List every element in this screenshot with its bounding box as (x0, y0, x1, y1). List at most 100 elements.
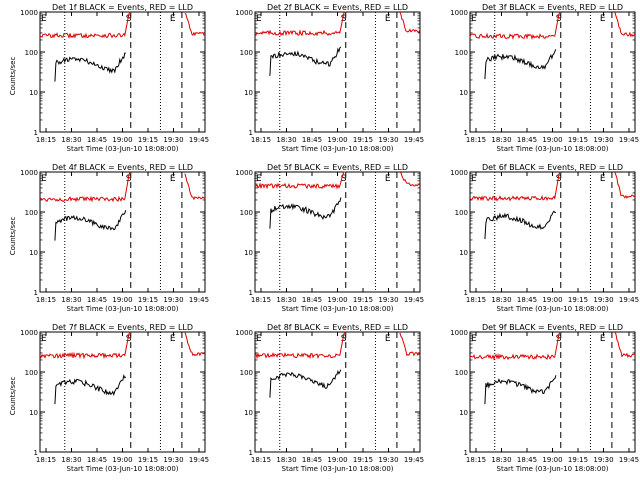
x-tick-label: 19:30 (378, 456, 398, 464)
y-tick-label: 10 (29, 409, 38, 417)
x-axis-label: Start Time (03-Jun-10 18:08:00) (282, 305, 394, 313)
chart-title: Det 1f BLACK = Events, RED = LLD (52, 3, 193, 12)
segment-marker-label: E (256, 174, 262, 184)
y-tick-label: 100 (25, 49, 38, 57)
segment-marker-label: E (471, 174, 477, 184)
segment-marker-label: E (471, 14, 477, 24)
lld-series-line-late (399, 12, 421, 34)
y-tick-label: 1000 (450, 169, 468, 177)
y-tick-label: 1000 (235, 329, 253, 337)
lld-series-line-late (399, 172, 421, 187)
x-tick-label: 19:15 (353, 296, 373, 304)
x-tick-label: 18:15 (36, 136, 56, 144)
lld-series-line-late (184, 12, 205, 37)
x-tick-label: 18:45 (87, 136, 107, 144)
segment-marker-label: S (126, 174, 132, 184)
x-axis-label: Start Time (03-Jun-10 18:08:00) (67, 145, 179, 153)
events-series-line (484, 49, 557, 80)
x-tick-label: 18:30 (491, 136, 511, 144)
x-tick-label: 19:30 (163, 296, 183, 304)
y-tick-label: 1 (249, 449, 253, 457)
segment-marker-label: E (385, 174, 391, 184)
x-axis-label: Start Time (03-Jun-10 18:08:00) (67, 305, 179, 313)
x-tick-label: 18:15 (466, 136, 486, 144)
x-tick-label: 18:45 (87, 296, 107, 304)
x-axis-label: Start Time (03-Jun-10 18:08:00) (497, 465, 609, 473)
x-tick-label: 18:15 (466, 456, 486, 464)
chart-panel-4: Det 4f BLACK = Events, RED = LLD 1 10 100 10… (9, 163, 209, 313)
segment-marker-label: S (126, 14, 132, 24)
lld-series-line (469, 11, 561, 40)
chart-panel-3: Det 3f BLACK = Events, RED = LLD 1 10 100 10… (450, 3, 639, 153)
segment-marker-label: E (471, 334, 477, 344)
x-tick-label: 19:00 (327, 136, 347, 144)
lld-series-line (469, 171, 561, 202)
y-tick-label: 1000 (20, 9, 38, 17)
y-tick-label: 10 (244, 249, 253, 257)
x-tick-label: 19:30 (163, 456, 183, 464)
y-axis-label: Counts/sec (9, 57, 17, 96)
x-tick-label: 19:45 (189, 296, 209, 304)
segment-marker-label: E (385, 14, 391, 24)
x-axis-label: Start Time (03-Jun-10 18:08:00) (282, 465, 394, 473)
y-tick-label: 100 (455, 209, 468, 217)
segment-marker-label: E (600, 334, 606, 344)
lld-series-line (254, 331, 346, 360)
lld-series-line (254, 11, 346, 37)
segment-marker-label: S (556, 334, 562, 344)
y-tick-label: 1000 (235, 9, 253, 17)
y-tick-label: 10 (29, 89, 38, 97)
x-tick-label: 18:45 (302, 296, 322, 304)
x-tick-label: 19:00 (542, 296, 562, 304)
y-tick-label: 1 (464, 449, 468, 457)
x-tick-label: 19:30 (593, 456, 613, 464)
chart-panel-1: Det 1f BLACK = Events, RED = LLD 1 10 100 10… (9, 3, 209, 153)
y-tick-label: 10 (459, 409, 468, 417)
x-tick-label: 19:15 (353, 136, 373, 144)
y-tick-label: 10 (244, 89, 253, 97)
x-tick-label: 18:30 (276, 456, 296, 464)
x-tick-label: 18:45 (517, 136, 537, 144)
x-tick-label: 19:15 (568, 296, 588, 304)
segment-marker-label: E (41, 174, 47, 184)
x-tick-label: 18:15 (251, 296, 271, 304)
y-tick-label: 1000 (20, 169, 38, 177)
y-tick-label: 10 (29, 249, 38, 257)
events-series-line (54, 52, 126, 82)
x-tick-label: 19:45 (404, 296, 424, 304)
x-axis-label: Start Time (03-Jun-10 18:08:00) (497, 145, 609, 153)
y-tick-label: 1000 (20, 329, 38, 337)
lld-series-line (39, 11, 131, 40)
y-tick-label: 100 (25, 209, 38, 217)
segment-marker-label: E (385, 334, 391, 344)
x-tick-label: 19:15 (138, 136, 158, 144)
x-tick-label: 19:30 (593, 136, 613, 144)
x-tick-label: 18:45 (302, 136, 322, 144)
x-axis-label: Start Time (03-Jun-10 18:08:00) (282, 145, 394, 153)
x-tick-label: 19:00 (327, 296, 347, 304)
x-tick-label: 19:00 (542, 456, 562, 464)
segment-marker-label: S (126, 334, 132, 344)
chart-panel-2: Det 2f BLACK = Events, RED = LLD 1 10 100 10… (235, 3, 424, 153)
x-tick-label: 18:15 (36, 456, 56, 464)
x-tick-label: 19:30 (593, 296, 613, 304)
x-tick-label: 18:30 (491, 456, 511, 464)
x-tick-label: 18:30 (61, 456, 81, 464)
chart-panel-8: Det 8f BLACK = Events, RED = LLD 1 10 100 10… (235, 323, 424, 473)
segment-marker-label: E (600, 174, 606, 184)
chart-title: Det 5f BLACK = Events, RED = LLD (267, 163, 408, 172)
lld-series-line-late (614, 171, 636, 199)
events-series-line (54, 374, 127, 405)
x-tick-label: 19:45 (619, 136, 639, 144)
x-tick-label: 19:45 (619, 456, 639, 464)
events-series-line (269, 369, 342, 398)
y-tick-label: 1000 (235, 169, 253, 177)
events-series-line (54, 210, 127, 241)
x-tick-label: 18:30 (276, 296, 296, 304)
chart-title: Det 4f BLACK = Events, RED = LLD (52, 163, 193, 172)
lld-series-line-late (614, 331, 635, 358)
x-tick-label: 18:45 (87, 456, 107, 464)
chart-title: Det 3f BLACK = Events, RED = LLD (482, 3, 623, 12)
chart-title: Det 7f BLACK = Events, RED = LLD (52, 323, 193, 332)
